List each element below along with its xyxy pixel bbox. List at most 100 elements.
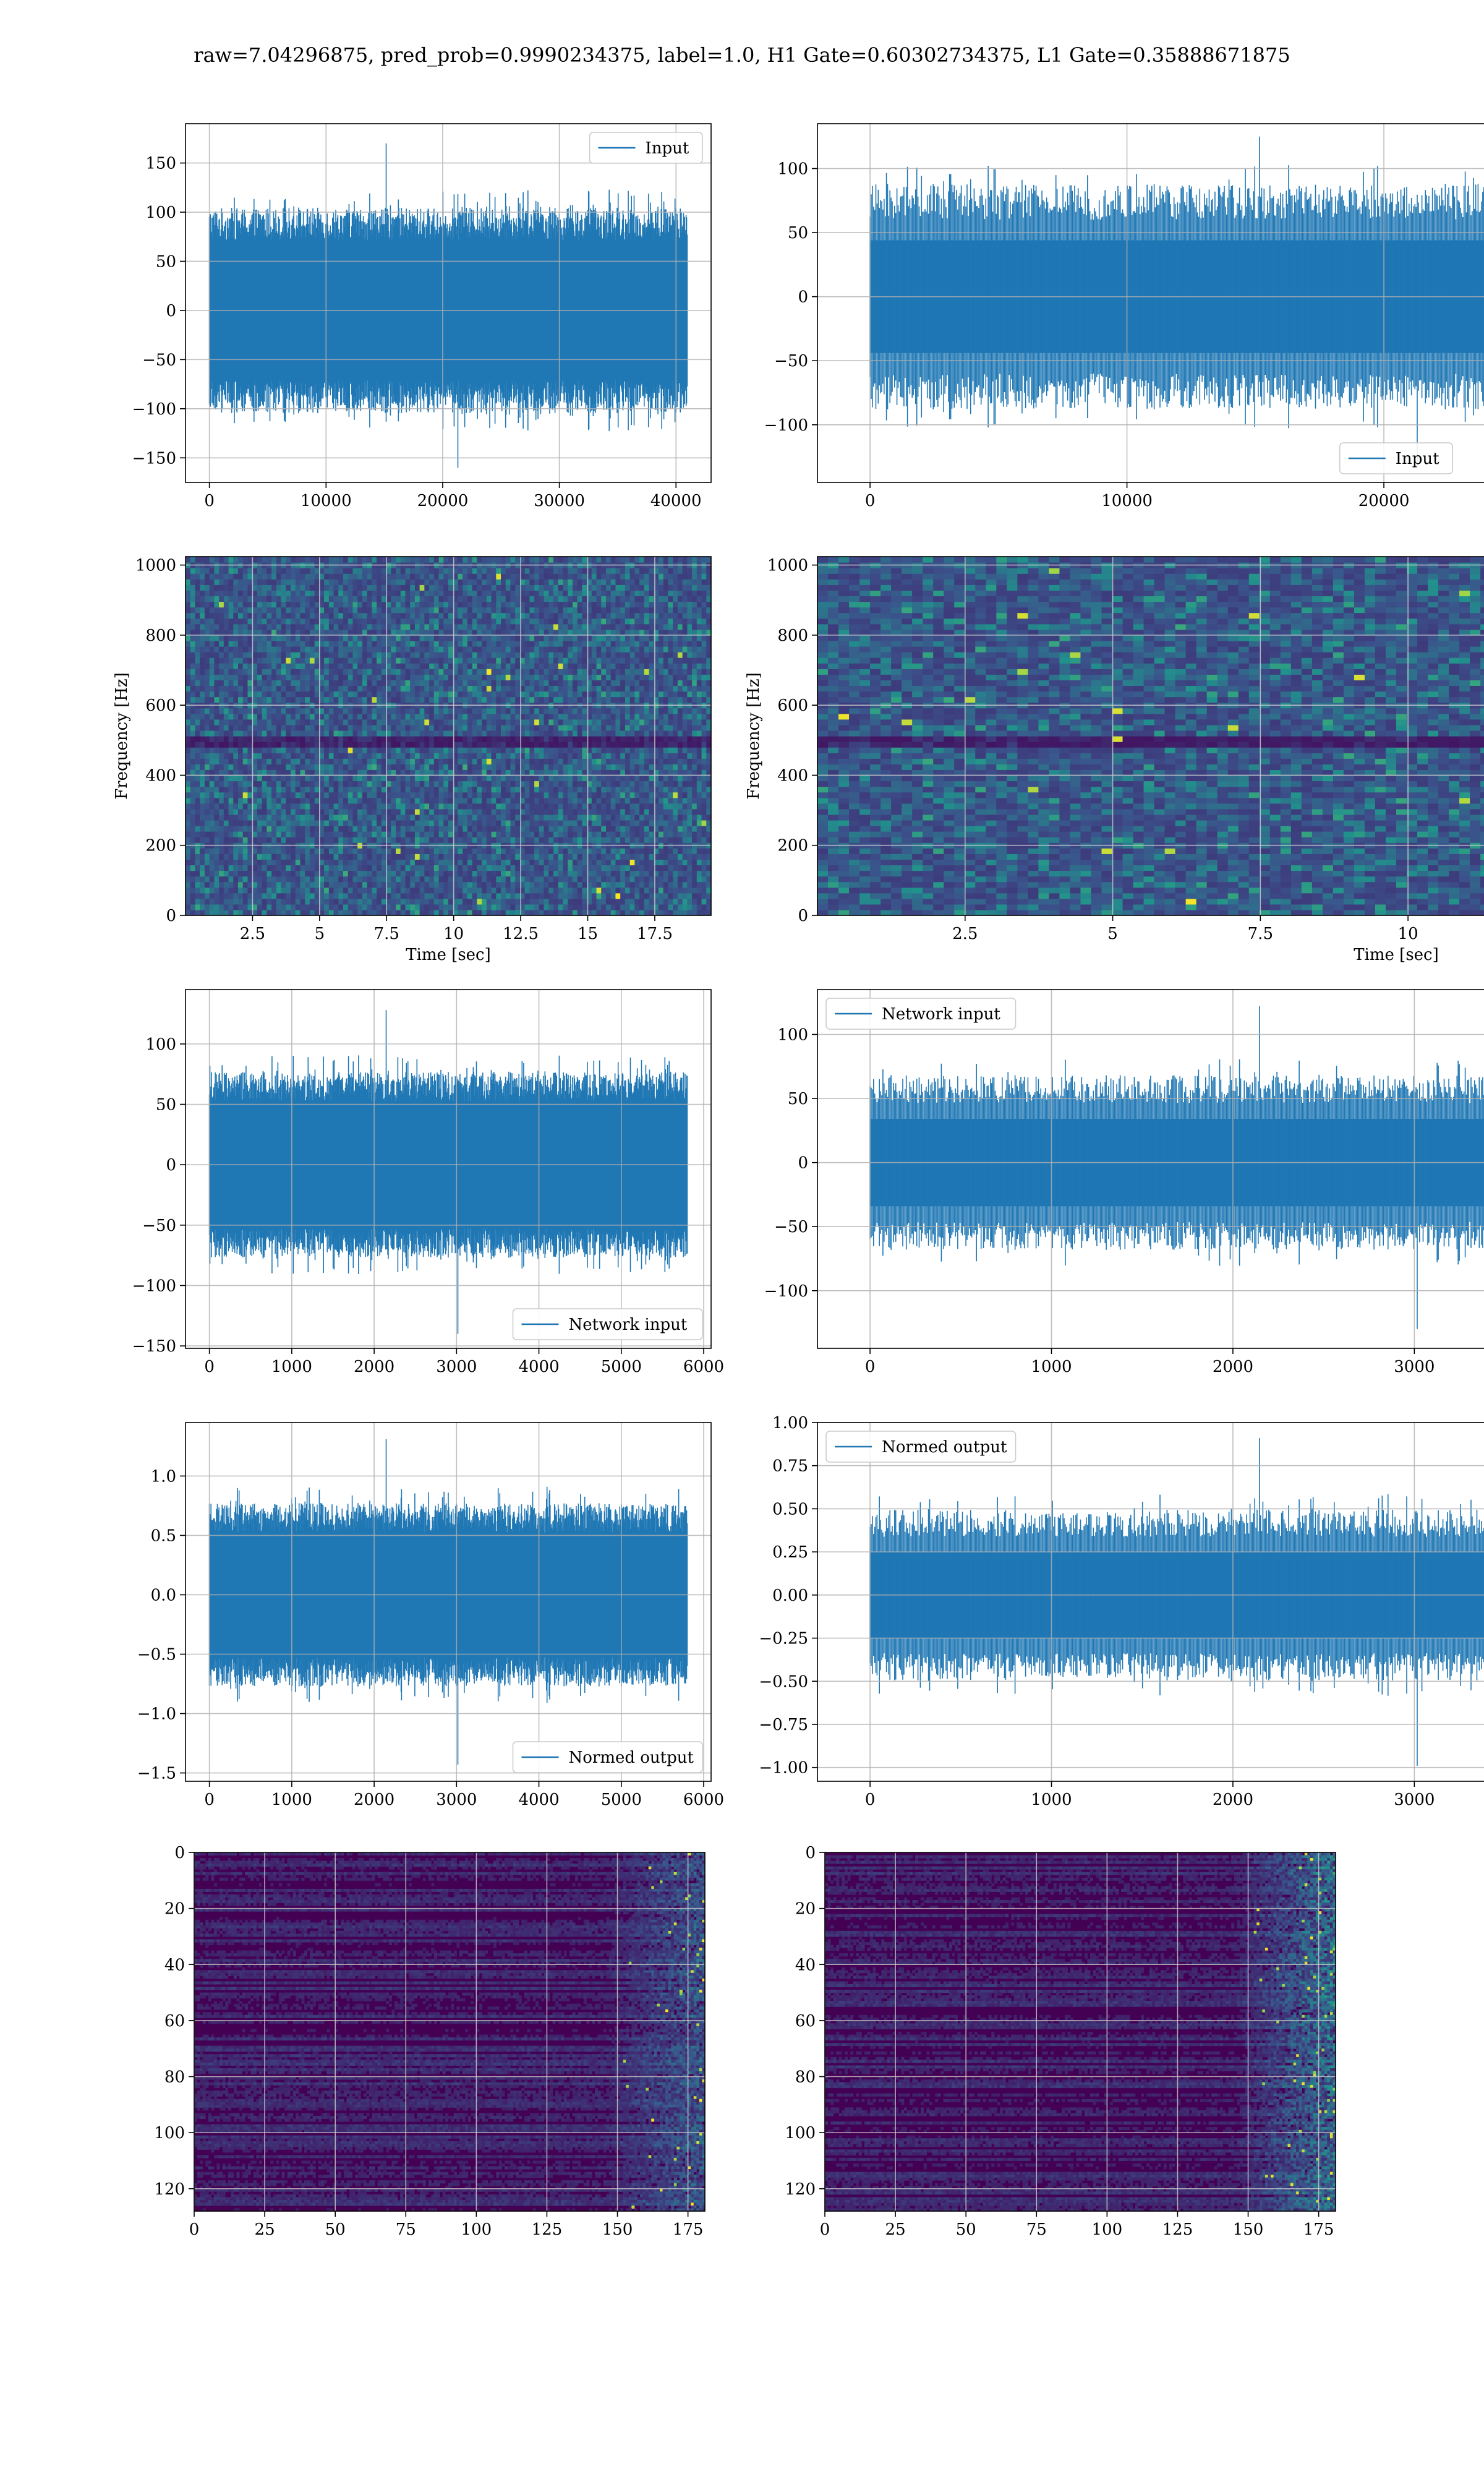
normed-l1-x-tick-label: 2000	[1213, 1791, 1253, 1809]
normed-h1-frame	[185, 1422, 712, 1782]
spec-l1-y-tick-label: 800	[777, 627, 808, 645]
input-h1-y-tick-label: −150	[132, 449, 176, 468]
spec-h1-x-tick-label: 15	[578, 925, 598, 943]
normed-l1-y-tick-label: 0.75	[772, 1457, 808, 1476]
normed-h1-y-axis: −1.5 −1.0 −0.5 0.0 0.5 1.0	[137, 1467, 186, 1783]
feat-h1-y-tick-label: 60	[164, 2012, 185, 2031]
feat-l1-plot-area	[825, 1852, 1336, 2211]
input-h1-series-line	[208, 143, 688, 468]
netin-h1-grid	[186, 990, 711, 1348]
spec-l1-frame	[817, 556, 1484, 916]
normed-h1-y-tick-label: 0.0	[151, 1586, 176, 1604]
spec-h1-y-tick-label: 600	[145, 696, 176, 715]
input-h1-x-tick-label: 20000	[417, 492, 469, 510]
spec-l1-y-tick-label: 600	[777, 696, 808, 715]
feat-l1-heatmap-cells	[825, 1852, 1336, 2211]
netin-h1-legend-label: Network input	[569, 1316, 688, 1334]
netin-h1-y-tick-label: −50	[142, 1217, 176, 1235]
spec-h1-x-tick-label: 2.5	[240, 925, 265, 943]
input-l1-y-tick-label: 100	[777, 160, 808, 179]
spec-h1-heatmap-cells	[186, 557, 711, 915]
feat-h1-x-tick-label: 0	[189, 2220, 200, 2239]
spec-h1-x-tick-label: 5	[315, 925, 325, 943]
feat-h1-heatmap-cells	[194, 1852, 705, 2211]
feat-l1-x-tick-label: 100	[1092, 2220, 1123, 2239]
input-l1-x-tick-label: 20000	[1358, 492, 1410, 510]
input-l1-y-axis: −100 −50 0 50 100	[764, 160, 817, 435]
netin-l1-y-tick-label: 100	[777, 1026, 808, 1045]
input-h1-plot-area	[208, 143, 688, 468]
normed-l1-y-tick-label: −0.75	[759, 1716, 808, 1734]
spec-h1-x-tick-label: 17.5	[637, 925, 673, 943]
normed-l1-grid	[817, 1422, 1484, 1781]
normed-h1-axes: 0 1000 2000 3000 4000 5000 6000 −1.5 −1.0 −0.5 0.0…	[137, 1422, 724, 1809]
input-l1-x-tick-label: 10000	[1101, 492, 1153, 510]
normed-l1-y-tick-label: 0.00	[772, 1586, 808, 1605]
normed-l1-axes: 0100020003000400050006000−1.00−0.75−0.50…	[759, 1414, 1484, 1809]
feat-l1-y-tick-label: 60	[795, 2012, 816, 2031]
input-h1-axes: 0 10000 20000 30000 40000 −150 −100 −50 0 50 100 15…	[132, 123, 712, 510]
feat-h1-frame	[194, 1852, 706, 2212]
normed-l1-legend: Normed output	[825, 1431, 1017, 1463]
netin-h1-y-tick-label: 50	[156, 1096, 176, 1115]
netin-l1-y-tick-label: −100	[764, 1282, 808, 1301]
input-l1-grid	[817, 124, 1484, 482]
spec-h1-axes: 2.5 5 7.5 10 12.5 15 17.5 0 200 400 600 800 1000 Time…	[113, 556, 712, 964]
netin-h1-x-tick-label: 6000	[683, 1358, 724, 1376]
feat-l1-x-tick-label: 150	[1233, 2220, 1264, 2239]
netin-h1-y-tick-label: −100	[132, 1277, 176, 1295]
input-l1-legend: Input	[1339, 442, 1454, 474]
input-h1-y-tick-label: 0	[166, 302, 176, 320]
spec-l1-y-tick-label: 200	[777, 837, 808, 855]
input-l1-legend-label: Input	[1396, 450, 1439, 468]
spec-h1-x-axis: 2.5 5 7.5 10 12.5 15 17.5	[240, 915, 673, 943]
spec-h1-frame	[185, 556, 712, 916]
feat-l1-y-tick-label: 120	[785, 2180, 816, 2199]
spec-h1-x-tick-label: 10	[443, 925, 464, 943]
normed-h1-series-line	[208, 1439, 688, 1765]
spec-h1-y-axis: 0 200 400 600 800 1000	[135, 557, 186, 925]
normed-h1-x-tick-label: 3000	[436, 1791, 477, 1809]
netin-l1-y-tick-label: 0	[798, 1154, 808, 1173]
netin-h1-x-tick-label: 4000	[518, 1358, 559, 1376]
feat-l1-y-tick-label: 80	[795, 2068, 816, 2087]
normed-h1-legend: Normed output	[512, 1741, 703, 1773]
netin-h1-y-tick-label: 100	[145, 1035, 176, 1054]
feat-h1-y-tick-label: 20	[164, 1900, 185, 1919]
normed-l1-plot-area	[869, 1438, 1484, 1766]
normed-l1-y-tick-label: −1.00	[759, 1759, 808, 1778]
feat-l1-x-tick-label: 125	[1162, 2220, 1193, 2239]
normed-l1-y-tick-label: −0.25	[759, 1630, 808, 1648]
spec-l1-y-tick-label: 0	[798, 907, 808, 925]
input-h1-x-tick-label: 10000	[301, 492, 352, 510]
netin-h1-x-tick-label: 5000	[601, 1358, 642, 1376]
normed-h1-y-tick-label: −1.5	[137, 1765, 176, 1783]
feat-h1-y-tick-label: 100	[154, 2124, 185, 2142]
spec-l1-x-tick-label: 7.5	[1248, 925, 1273, 943]
spec-h1-x-tick-label: 7.5	[374, 925, 399, 943]
input-h1-x-tick-label: 40000	[650, 492, 702, 510]
netin-h1-y-tick-label: −150	[132, 1337, 176, 1356]
normed-h1-y-tick-label: −0.5	[137, 1646, 176, 1664]
normed-h1-x-tick-label: 5000	[601, 1791, 642, 1809]
spec-h1-y-tick-label: 0	[166, 907, 176, 925]
spec-l1-x-tick-label: 10	[1398, 925, 1418, 943]
normed-l1-legend-label: Normed output	[882, 1438, 1007, 1457]
spec-h1-y-tick-label: 200	[145, 837, 176, 855]
feat-h1-y-tick-label: 80	[164, 2068, 185, 2087]
netin-l1-legend-label: Network input	[882, 1005, 1000, 1024]
normed-l1-y-tick-label: 1.00	[772, 1414, 808, 1432]
input-h1-y-tick-label: −50	[142, 351, 176, 369]
netin-h1-x-tick-label: 3000	[436, 1358, 477, 1376]
figure-title: raw=7.04296875, pred_prob=0.9990234375, …	[194, 43, 1290, 67]
feat-l1-axes: 0 25 50 75 100 125 150 175 0 20 40 60 80 100 120	[785, 1844, 1336, 2239]
netin-h1-axes: 0 1000 2000 3000 4000 5000 6000 −150 −100 −50 0 50 1…	[132, 989, 724, 1376]
feat-l1-frame	[824, 1852, 1336, 2212]
feat-h1-y-tick-label: 120	[154, 2180, 185, 2199]
input-l1-x-tick-label: 0	[865, 492, 876, 510]
feat-l1-x-axis: 0 25 50 75 100 125 150 175	[820, 2211, 1334, 2239]
